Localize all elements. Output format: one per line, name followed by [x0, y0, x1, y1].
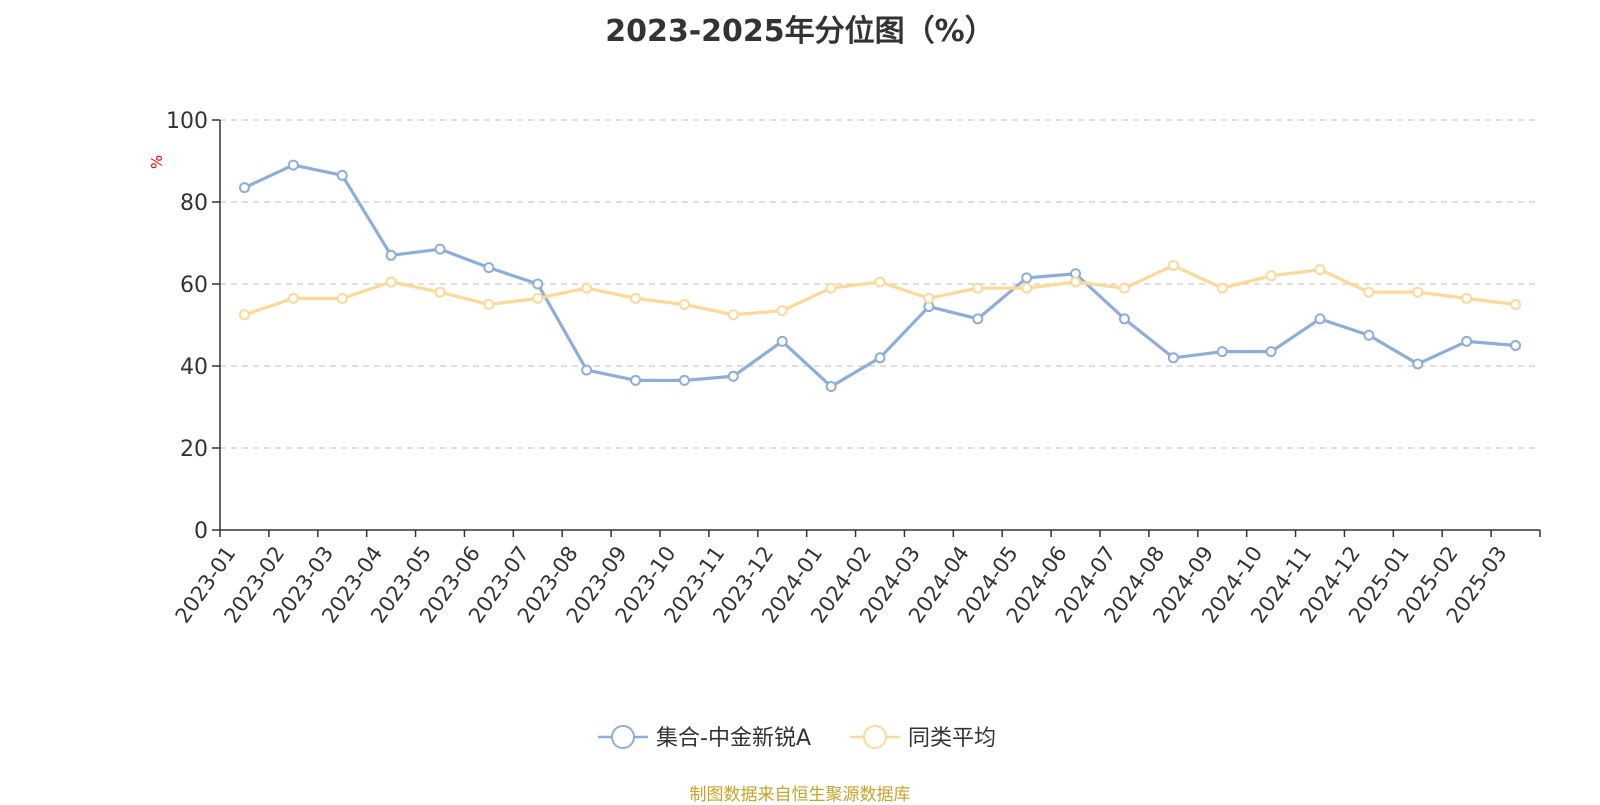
- data-point: [1021, 272, 1033, 284]
- data-point: [336, 169, 348, 181]
- data-point: [385, 249, 397, 261]
- data-point: [630, 374, 642, 386]
- data-point: [874, 352, 886, 364]
- data-point: [972, 313, 984, 325]
- data-point: [874, 276, 886, 288]
- data-point: [336, 292, 348, 304]
- y-tick-label: 20: [180, 437, 208, 462]
- y-tick-label: 40: [180, 355, 208, 380]
- source-note: 制图数据来自恒生聚源数据库: [689, 785, 911, 805]
- legend-item-1[interactable]: 集合-中金新锐A: [598, 725, 811, 751]
- data-point: [825, 282, 837, 294]
- data-point: [1314, 313, 1326, 325]
- data-point: [1118, 313, 1130, 325]
- data-point: [1363, 329, 1375, 341]
- data-point: [1167, 352, 1179, 364]
- y-tick-label: 0: [194, 519, 208, 544]
- data-point: [1216, 346, 1228, 358]
- data-point: [776, 335, 788, 347]
- x-tick-labels: 2023-012023-022023-032023-042023-052023-…: [171, 542, 1512, 628]
- data-point: [678, 299, 690, 310]
- data-point: [483, 262, 495, 274]
- data-point: [287, 292, 299, 304]
- data-point: [1021, 282, 1033, 294]
- y-tick-label: 80: [180, 191, 208, 216]
- data-point: [1412, 286, 1424, 298]
- legend[interactable]: 集合-中金新锐A 同类平均: [598, 725, 996, 751]
- data-point: [434, 286, 446, 298]
- data-point: [385, 276, 397, 288]
- data-point: [1265, 270, 1277, 282]
- legend-marker-icon: [611, 725, 635, 749]
- legend-marker-icon: [863, 725, 887, 749]
- data-point: [483, 299, 495, 310]
- data-point: [532, 292, 544, 304]
- data-point: [532, 278, 544, 290]
- data-point: [630, 292, 642, 304]
- data-point: [825, 381, 837, 392]
- data-point: [1216, 282, 1228, 294]
- data-point: [1363, 286, 1375, 298]
- data-point: [1510, 299, 1522, 310]
- data-point: [581, 282, 593, 294]
- data-point: [727, 370, 739, 382]
- data-point: [434, 243, 446, 255]
- data-point: [1314, 264, 1326, 276]
- chart-svg: 0 20 40 60 80 100 2023-012023-022023-032023-0…: [148, 109, 1541, 751]
- data-point: [678, 374, 690, 386]
- data-point: [727, 309, 739, 321]
- y-tick-label: 60: [180, 273, 208, 298]
- data-point: [238, 309, 250, 321]
- data-point: [1510, 340, 1522, 351]
- y-axis-label: %: [148, 155, 166, 169]
- series: [238, 159, 1522, 392]
- data-point: [776, 305, 788, 317]
- axes: [212, 119, 1541, 537]
- data-point: [1265, 346, 1277, 358]
- data-point: [1461, 292, 1473, 304]
- data-point: [1070, 276, 1082, 288]
- y-tick-labels: 0 20 40 60 80 100: [166, 109, 208, 544]
- data-point: [1461, 335, 1473, 347]
- data-point: [923, 292, 935, 304]
- data-point: [1118, 282, 1130, 294]
- data-point: [581, 364, 593, 376]
- legend-label: 集合-中金新锐A: [656, 726, 811, 751]
- data-point: [972, 282, 984, 294]
- chart-title: 2023-2025年分位图（%）: [605, 14, 995, 49]
- data-point: [1412, 358, 1424, 370]
- data-point: [287, 159, 299, 171]
- legend-label: 同类平均: [908, 726, 996, 751]
- data-point: [1167, 260, 1179, 272]
- legend-item-2[interactable]: 同类平均: [850, 725, 996, 751]
- y-tick-label: 100: [166, 109, 208, 134]
- data-point: [238, 182, 250, 194]
